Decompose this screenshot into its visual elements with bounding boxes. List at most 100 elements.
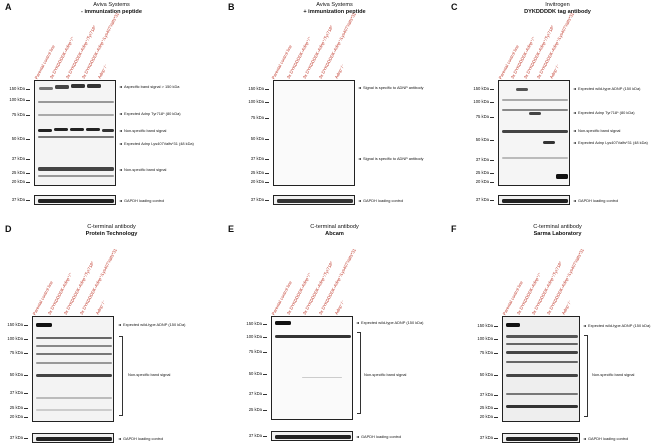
mw-marker: 100 kDa xyxy=(246,334,267,339)
band-annotation: Non-specific band signal xyxy=(128,372,171,377)
mw-marker: 37 kDa xyxy=(475,197,494,202)
mw-marker: 150 kDa xyxy=(9,86,30,91)
mw-marker: 37 kDa xyxy=(248,391,267,396)
lane-label: Adnp⁻/⁻ xyxy=(560,299,573,316)
mw-marker: 25 kDa xyxy=(250,170,269,175)
mw-marker: 20 kDa xyxy=(479,414,498,419)
loading-control-blot xyxy=(273,195,355,205)
mw-marker: 50 kDa xyxy=(248,371,267,376)
band-annotation: GAPDH loading control xyxy=(356,434,401,439)
panel-c: C Invitrogen DYKDDDDK tag antibody Paren… xyxy=(446,0,669,222)
band-annotation: Expected wild-type ADNP (150 kDa) xyxy=(118,322,185,327)
band-annotation: Expected wild-type ADNP (150 kDa) xyxy=(583,323,650,328)
mw-marker: 150 kDa xyxy=(7,322,28,327)
western-blot xyxy=(502,316,580,422)
panel-title-line2: DYKDDDDK tag antibody xyxy=(524,9,591,15)
band-annotation: Aspecific band signal > 150 kDa xyxy=(119,84,179,89)
mw-marker: 50 kDa xyxy=(479,372,498,377)
band-annotation: Expected wild-type ADNP (150 kDa) xyxy=(573,86,640,91)
mw-marker: 50 kDa xyxy=(250,136,269,141)
panel-title: Aviva Systems - immunization peptide xyxy=(0,2,223,16)
panel-title: C-terminal antibody Abcam xyxy=(223,224,446,238)
mw-marker: 25 kDa xyxy=(9,405,28,410)
mw-marker: 20 kDa xyxy=(475,179,494,184)
panel-title-line2: + immunization peptide xyxy=(303,9,366,15)
mw-marker: 50 kDa xyxy=(9,372,28,377)
panel-title-line1: Aviva Systems xyxy=(316,2,353,8)
panel-f: F C-terminal antibody Sarma Laboratory P… xyxy=(446,222,669,444)
mw-marker: 37 kDa xyxy=(250,197,269,202)
mw-marker: 50 kDa xyxy=(11,136,30,141)
bracket xyxy=(119,336,123,416)
mw-marker: 37 kDa xyxy=(11,156,30,161)
band-annotation: Signal is specific to ADNP antibody xyxy=(358,156,423,161)
mw-marker: 150 kDa xyxy=(246,321,267,326)
mw-marker: 75 kDa xyxy=(250,115,269,120)
band-annotation: Expected Adnp Tyr718* (80 kDa) xyxy=(119,111,181,116)
mw-marker: 20 kDa xyxy=(250,179,269,184)
bracket xyxy=(584,335,588,417)
mw-marker: 20 kDa xyxy=(9,414,28,419)
loading-control-blot xyxy=(271,431,353,441)
band-annotation: Expected Adnp Tyr718* (80 kDa) xyxy=(573,110,635,115)
mw-marker: 100 kDa xyxy=(477,336,498,341)
lane-label: Adnp⁻/⁻ xyxy=(96,63,109,80)
mw-marker: 25 kDa xyxy=(248,407,267,412)
band-annotation: GAPDH loading control xyxy=(119,198,164,203)
panel-label: E xyxy=(228,224,235,234)
western-blot xyxy=(34,80,116,186)
mw-marker: 20 kDa xyxy=(11,179,30,184)
panel-title: Invitrogen DYKDDDDK tag antibody xyxy=(446,2,669,16)
mw-marker: 75 kDa xyxy=(248,349,267,354)
panel-title-line1: Invitrogen xyxy=(545,2,570,8)
panel-title-line2: - immunization peptide xyxy=(81,9,142,15)
lane-label: Adnp⁻/⁻ xyxy=(548,63,561,80)
panel-label: B xyxy=(228,2,235,12)
loading-control-blot xyxy=(34,195,116,205)
mw-marker: 37 kDa xyxy=(479,392,498,397)
band-annotation: GAPDH loading control xyxy=(358,198,403,203)
mw-marker: 37 kDa xyxy=(9,435,28,440)
mw-marker: 75 kDa xyxy=(475,114,494,119)
western-blot xyxy=(32,316,114,422)
mw-marker: 25 kDa xyxy=(479,405,498,410)
panel-title-line2: Protein Technology xyxy=(85,231,138,237)
mw-marker: 37 kDa xyxy=(479,435,498,440)
band-annotation: Non-specific band signal xyxy=(119,167,166,172)
mw-marker: 25 kDa xyxy=(475,170,494,175)
western-blot xyxy=(273,80,355,186)
mw-marker: 37 kDa xyxy=(250,156,269,161)
panel-label: A xyxy=(5,2,12,12)
bracket xyxy=(357,332,361,414)
band-annotation: Non-specific band signal xyxy=(592,372,635,377)
mw-marker: 37 kDa xyxy=(11,197,30,202)
mw-marker: 75 kDa xyxy=(11,112,30,117)
band-annotation: Non-specific band signal xyxy=(364,372,407,377)
mw-marker: 100 kDa xyxy=(473,99,494,104)
panel-label: D xyxy=(5,224,12,234)
band-annotation: Expected wild-type ADNP (150 kDa) xyxy=(356,320,423,325)
mw-marker: 100 kDa xyxy=(7,336,28,341)
panel-a: A Aviva Systems - immunization peptide P… xyxy=(0,0,223,222)
loading-control-blot xyxy=(32,433,114,443)
panel-b: B Aviva Systems + immunization peptide P… xyxy=(223,0,446,222)
band-annotation: Non-specific band signal xyxy=(573,128,620,133)
mw-marker: 150 kDa xyxy=(248,86,269,91)
mw-marker: 150 kDa xyxy=(477,323,498,328)
panel-title: C-terminal antibody Sarma Laboratory xyxy=(446,224,669,238)
panel-title-line2: Sarma Laboratory xyxy=(533,231,582,237)
band-annotation: GAPDH loading control xyxy=(118,436,163,441)
lane-label: Adnp⁻/⁻ xyxy=(333,63,346,80)
panel-title-line1: Aviva Systems xyxy=(93,2,130,8)
mw-marker: 25 kDa xyxy=(11,170,30,175)
panel-title: Aviva Systems + immunization peptide xyxy=(223,2,446,16)
band-annotation: Expected Adnp Lys407Valfs*31 (48 kDa) xyxy=(573,140,648,145)
mw-marker: 150 kDa xyxy=(473,86,494,91)
mw-marker: 75 kDa xyxy=(479,350,498,355)
panel-d: D C-terminal antibody Protein Technology… xyxy=(0,222,223,444)
panel-title-line1: C-terminal antibody xyxy=(87,224,136,230)
panel-title-line2: Abcam xyxy=(325,231,344,237)
panel-title-line1: C-terminal antibody xyxy=(310,224,359,230)
mw-marker: 75 kDa xyxy=(9,350,28,355)
panel-title-line1: C-terminal antibody xyxy=(533,224,582,230)
